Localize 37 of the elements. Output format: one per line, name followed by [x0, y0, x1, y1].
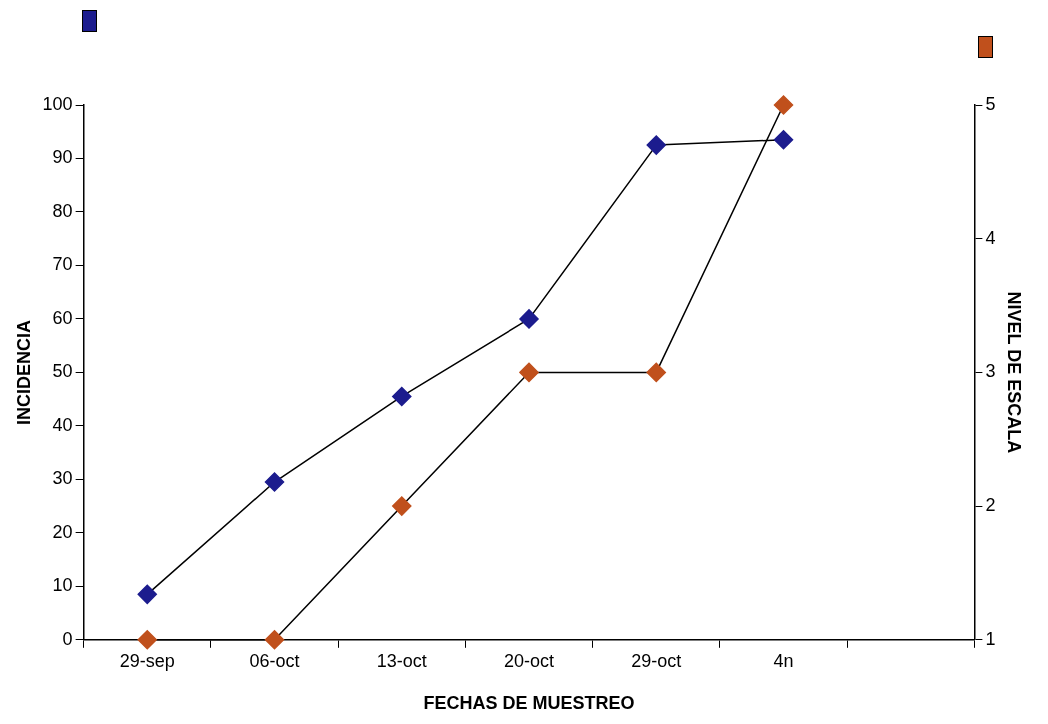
x-tick-label: 29-oct — [631, 650, 682, 671]
y-tick-label: 0 — [62, 628, 73, 649]
y-tick-label: 20 — [52, 521, 73, 542]
y-tick-label: 80 — [52, 200, 73, 221]
x-axis-title: FECHAS DE MUESTREO — [423, 693, 635, 714]
point — [392, 386, 412, 407]
point — [646, 362, 667, 383]
y-tick-label: 90 — [52, 147, 73, 168]
point — [264, 472, 285, 492]
y-tick-label: 50 — [52, 361, 73, 382]
y2-tick-label: 3 — [985, 361, 996, 382]
y-axis-title: INCIDENCIA — [13, 319, 34, 425]
y2-tick-label: 4 — [985, 227, 996, 248]
x-tick-label: 29-sep — [119, 650, 175, 671]
point — [137, 630, 158, 650]
x-tick-label: 13-oct — [376, 650, 427, 671]
y-tick-label: 30 — [52, 468, 73, 489]
y-tick-label: 40 — [52, 414, 73, 435]
point — [773, 130, 794, 150]
x-tick-label: 4n — [773, 650, 794, 671]
x-tick-label: 20-oct — [504, 650, 555, 671]
y2-tick-label: 2 — [985, 495, 996, 516]
point — [264, 630, 285, 650]
point — [773, 95, 794, 115]
y2-tick-label: 1 — [985, 628, 996, 649]
point — [519, 309, 539, 329]
y-tick-label: 10 — [52, 575, 73, 596]
y2-axis-title: NIVEL DE ESCALA — [1004, 291, 1025, 454]
y-tick-label: 60 — [52, 307, 73, 328]
point — [392, 496, 412, 516]
y-tick-label: 100 — [42, 93, 73, 114]
y-tick-label: 70 — [52, 254, 73, 275]
x-tick-label: 06-oct — [249, 650, 300, 671]
point — [646, 135, 667, 155]
point — [519, 362, 539, 383]
point — [137, 584, 158, 605]
y2-tick-label: 5 — [985, 93, 996, 114]
